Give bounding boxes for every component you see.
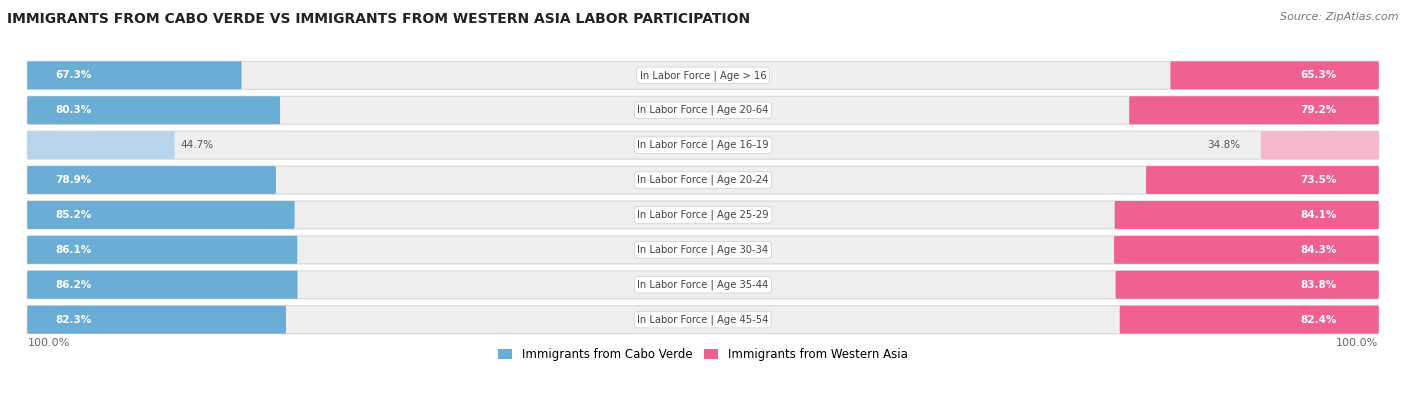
FancyBboxPatch shape [1146, 166, 1379, 194]
Text: In Labor Force | Age 20-64: In Labor Force | Age 20-64 [637, 105, 769, 115]
Text: 86.1%: 86.1% [55, 245, 91, 255]
Text: 84.3%: 84.3% [1301, 245, 1337, 255]
Text: Source: ZipAtlas.com: Source: ZipAtlas.com [1281, 12, 1399, 22]
Text: IMMIGRANTS FROM CABO VERDE VS IMMIGRANTS FROM WESTERN ASIA LABOR PARTICIPATION: IMMIGRANTS FROM CABO VERDE VS IMMIGRANTS… [7, 12, 751, 26]
FancyBboxPatch shape [1115, 201, 1379, 229]
FancyBboxPatch shape [27, 201, 295, 229]
FancyBboxPatch shape [27, 236, 297, 264]
Text: 44.7%: 44.7% [181, 140, 214, 150]
FancyBboxPatch shape [27, 236, 1379, 264]
Text: 80.3%: 80.3% [55, 105, 91, 115]
Text: 67.3%: 67.3% [55, 70, 91, 80]
FancyBboxPatch shape [1261, 131, 1379, 159]
Text: In Labor Force | Age 30-34: In Labor Force | Age 30-34 [637, 245, 769, 255]
FancyBboxPatch shape [27, 96, 1379, 124]
FancyBboxPatch shape [27, 96, 280, 124]
Text: In Labor Force | Age 45-54: In Labor Force | Age 45-54 [637, 314, 769, 325]
Text: 100.0%: 100.0% [1336, 339, 1378, 348]
FancyBboxPatch shape [1170, 61, 1379, 89]
Text: In Labor Force | Age 20-24: In Labor Force | Age 20-24 [637, 175, 769, 185]
FancyBboxPatch shape [27, 166, 1379, 194]
FancyBboxPatch shape [27, 61, 242, 89]
Text: 100.0%: 100.0% [28, 339, 70, 348]
Text: 82.3%: 82.3% [55, 315, 91, 325]
Text: In Labor Force | Age 16-19: In Labor Force | Age 16-19 [637, 140, 769, 150]
Text: 83.8%: 83.8% [1301, 280, 1337, 290]
Text: 82.4%: 82.4% [1301, 315, 1337, 325]
Text: 78.9%: 78.9% [55, 175, 91, 185]
FancyBboxPatch shape [27, 131, 1379, 159]
FancyBboxPatch shape [27, 201, 1379, 229]
Text: 34.8%: 34.8% [1208, 140, 1240, 150]
Text: 79.2%: 79.2% [1301, 105, 1337, 115]
Text: In Labor Force | Age 35-44: In Labor Force | Age 35-44 [637, 280, 769, 290]
FancyBboxPatch shape [27, 306, 1379, 334]
Text: 86.2%: 86.2% [55, 280, 91, 290]
Text: In Labor Force | Age > 16: In Labor Force | Age > 16 [640, 70, 766, 81]
FancyBboxPatch shape [27, 306, 285, 334]
FancyBboxPatch shape [1114, 236, 1379, 264]
FancyBboxPatch shape [27, 271, 298, 299]
FancyBboxPatch shape [1115, 271, 1379, 299]
Text: 73.5%: 73.5% [1301, 175, 1337, 185]
Text: 85.2%: 85.2% [55, 210, 91, 220]
FancyBboxPatch shape [1119, 306, 1379, 334]
FancyBboxPatch shape [27, 61, 1379, 89]
Legend: Immigrants from Cabo Verde, Immigrants from Western Asia: Immigrants from Cabo Verde, Immigrants f… [494, 343, 912, 366]
FancyBboxPatch shape [27, 271, 1379, 299]
FancyBboxPatch shape [27, 131, 174, 159]
FancyBboxPatch shape [1129, 96, 1379, 124]
Text: In Labor Force | Age 25-29: In Labor Force | Age 25-29 [637, 210, 769, 220]
Text: 84.1%: 84.1% [1301, 210, 1337, 220]
FancyBboxPatch shape [27, 166, 276, 194]
Text: 65.3%: 65.3% [1301, 70, 1337, 80]
